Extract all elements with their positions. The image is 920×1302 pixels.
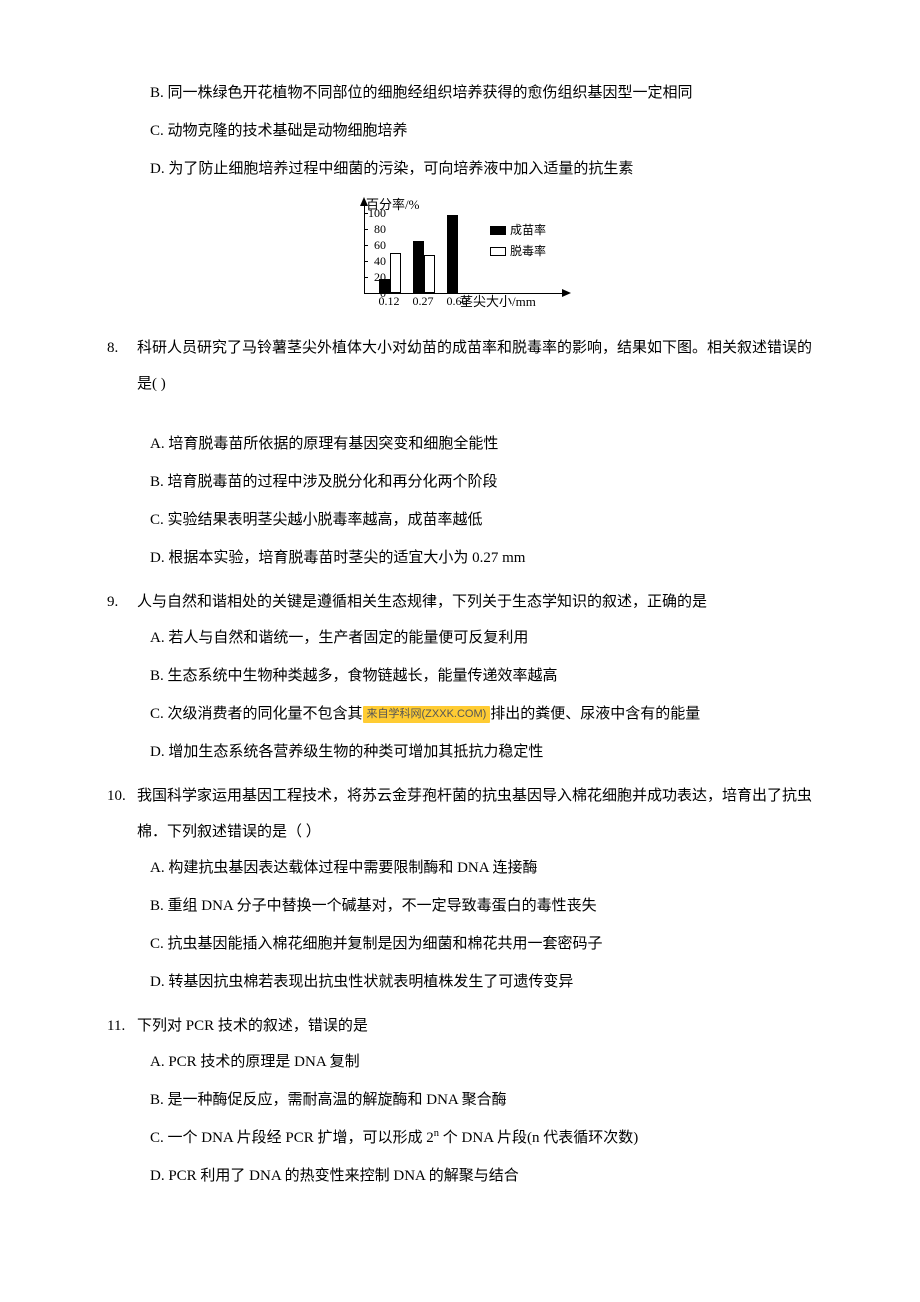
- chart-x-label: 茎尖大小/mm: [460, 295, 536, 308]
- q10-number: 10.: [105, 778, 137, 814]
- q10-option-b: B. 重组 DNA 分子中替换一个碱基对，不一定导致毒蛋白的毒性丧失: [105, 888, 815, 924]
- q9-option-a: A. 若人与自然和谐统一，生产者固定的能量便可反复利用: [105, 620, 815, 656]
- q8: 8. 科研人员研究了马铃薯茎尖外植体大小对幼苗的成苗率和脱毒率的影响，结果如下图…: [105, 330, 815, 402]
- chart-y-tick-mark: [364, 261, 368, 262]
- q8-option-d: D. 根据本实验，培育脱毒苗时茎尖的适宜大小为 0.27 mm: [105, 540, 815, 576]
- chart-bar-hollow: [424, 255, 435, 293]
- q10-option-c: C. 抗虫基因能插入棉花细胞并复制是因为细菌和棉花共用一套密码子: [105, 926, 815, 962]
- q9-option-c-post: 排出的粪便、尿液中含有的能量: [490, 706, 700, 722]
- chart-y-tick-mark: [364, 213, 368, 214]
- q9-stem: 人与自然和谐相处的关键是遵循相关生态规律，下列关于生态学知识的叙述，正确的是: [137, 584, 815, 620]
- legend-row-hollow: 脱毒率: [490, 242, 546, 260]
- q11-option-b: B. 是一种酶促反应，需耐高温的解旋酶和 DNA 聚合酶: [105, 1082, 815, 1118]
- chart-bar-filled: [413, 241, 424, 293]
- q8-option-b: B. 培育脱毒苗的过程中涉及脱分化和再分化两个阶段: [105, 464, 815, 500]
- chart-y-tick: 80: [374, 223, 386, 235]
- q8-option-c: C. 实验结果表明茎尖越小脱毒率越高，成苗率越低: [105, 502, 815, 538]
- chart-y-tick: 40: [374, 255, 386, 267]
- q11-stem: 下列对 PCR 技术的叙述，错误的是: [137, 1008, 815, 1044]
- q10-stem: 我国科学家运用基因工程技术，将苏云金芽孢杆菌的抗虫基因导入棉花细胞并成功表达，培…: [137, 778, 815, 850]
- q11-option-c-post: 个 DNA 片段(n 代表循环次数): [439, 1130, 638, 1146]
- q9: 9. 人与自然和谐相处的关键是遵循相关生态规律，下列关于生态学知识的叙述，正确的…: [105, 584, 815, 620]
- q9-option-d: D. 增加生态系统各营养级生物的种类可增加其抵抗力稳定性: [105, 734, 815, 770]
- watermark-badge: 来自学科网(ZXXK.COM): [363, 706, 491, 722]
- q9-number: 9.: [105, 584, 137, 620]
- legend-swatch-filled-icon: [490, 226, 506, 235]
- chart-x-tick: 0.27: [413, 295, 434, 307]
- q11-option-c: C. 一个 DNA 片段经 PCR 扩增，可以形成 2n 个 DNA 片段(n …: [105, 1120, 815, 1156]
- chart-bar-filled: [447, 215, 458, 293]
- q7-option-b: B. 同一株绿色开花植物不同部位的细胞经组织培养获得的愈伤组织基因型一定相同: [105, 75, 815, 111]
- q10-option-a: A. 构建抗虫基因表达载体过程中需要限制酶和 DNA 连接酶: [105, 850, 815, 886]
- chart-x-tick: 0.12: [379, 295, 400, 307]
- chart-bar-hollow: [390, 253, 401, 293]
- chart-legend: 成苗率 脱毒率: [490, 221, 546, 263]
- q8-number: 8.: [105, 330, 137, 366]
- q8-chart: 百分率/% 茎尖大小/mm 成苗率 脱毒率 0204060801000.120.…: [330, 193, 590, 308]
- legend-swatch-hollow-icon: [490, 247, 506, 256]
- chart-y-tick: 60: [374, 239, 386, 251]
- q10: 10. 我国科学家运用基因工程技术，将苏云金芽孢杆菌的抗虫基因导入棉花细胞并成功…: [105, 778, 815, 850]
- q7-option-c: C. 动物克隆的技术基础是动物细胞培养: [105, 113, 815, 149]
- q10-option-d: D. 转基因抗虫棉若表现出抗虫性状就表明植株发生了可遗传变异: [105, 964, 815, 1000]
- legend-label-hollow: 脱毒率: [510, 242, 546, 260]
- q11-option-c-pre: C. 一个 DNA 片段经 PCR 扩增，可以形成 2: [150, 1130, 434, 1146]
- q9-option-c-pre: C. 次级消费者的同化量不包含其: [150, 706, 363, 722]
- q8-chart-container: 百分率/% 茎尖大小/mm 成苗率 脱毒率 0204060801000.120.…: [105, 193, 815, 322]
- q9-option-b: B. 生态系统中生物种类越多，食物链越长，能量传递效率越高: [105, 658, 815, 694]
- chart-y-tick-mark: [364, 229, 368, 230]
- q11: 11. 下列对 PCR 技术的叙述，错误的是: [105, 1008, 815, 1044]
- q11-option-a: A. PCR 技术的原理是 DNA 复制: [105, 1044, 815, 1080]
- q8-option-a: A. 培育脱毒苗所依据的原理有基因突变和细胞全能性: [105, 426, 815, 462]
- chart-y-tick: 100: [368, 207, 386, 219]
- q8-stem: 科研人员研究了马铃薯茎尖外植体大小对幼苗的成苗率和脱毒率的影响，结果如下图。相关…: [137, 330, 815, 402]
- chart-y-tick-mark: [364, 277, 368, 278]
- chart-y-tick: 20: [374, 271, 386, 283]
- q11-number: 11.: [105, 1008, 137, 1044]
- legend-label-filled: 成苗率: [510, 221, 546, 239]
- q7-option-d: D. 为了防止细胞培养过程中细菌的污染，可向培养液中加入适量的抗生素: [105, 151, 815, 187]
- chart-x-tick: 0.60: [447, 295, 468, 307]
- q11-option-d: D. PCR 利用了 DNA 的热变性来控制 DNA 的解聚与结合: [105, 1158, 815, 1194]
- legend-row-filled: 成苗率: [490, 221, 546, 239]
- chart-y-tick-mark: [364, 245, 368, 246]
- q9-option-c: C. 次级消费者的同化量不包含其来自学科网(ZXXK.COM)排出的粪便、尿液中…: [105, 696, 815, 732]
